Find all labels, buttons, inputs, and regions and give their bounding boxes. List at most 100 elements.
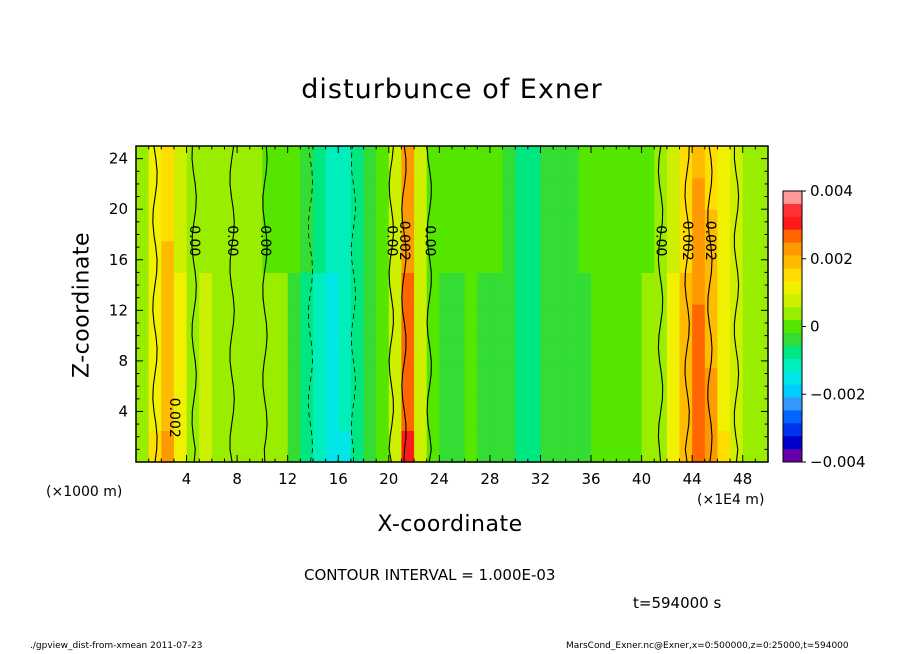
heatmap-cell	[502, 272, 516, 305]
heatmap-cell	[275, 398, 289, 431]
heatmap-cell	[641, 240, 655, 273]
heatmap-cell	[287, 335, 301, 368]
heatmap-cell	[717, 430, 731, 463]
heatmap-cell	[338, 304, 352, 337]
heatmap-cell	[287, 398, 301, 431]
heatmap-cell	[237, 430, 251, 463]
heatmap-cell	[325, 430, 339, 463]
heatmap-cell	[325, 177, 339, 210]
heatmap-cell	[489, 367, 504, 400]
heatmap-cell	[376, 177, 390, 210]
heatmap-cell	[591, 146, 605, 179]
heatmap-cell	[452, 240, 466, 273]
heatmap-cell	[224, 272, 238, 305]
heatmap-cell	[666, 146, 681, 179]
colorbar-segment	[783, 358, 802, 373]
heatmap-cell	[742, 398, 756, 431]
y-tick-label: 20	[109, 200, 128, 218]
heatmap-cell	[350, 367, 365, 400]
heatmap-cell	[426, 272, 440, 305]
heatmap-cell	[755, 304, 769, 337]
heatmap-cell	[515, 430, 529, 463]
colorbar-segment	[783, 203, 802, 218]
heatmap-cell	[136, 177, 150, 210]
contour-label: 0.00	[653, 225, 669, 256]
heatmap-cell	[679, 177, 693, 210]
heatmap-cell	[161, 367, 175, 400]
heatmap-cell	[540, 398, 554, 431]
heatmap-cell	[578, 272, 592, 305]
heatmap-cell	[527, 304, 542, 337]
heatmap-cell	[540, 209, 554, 242]
colorbar-segment	[783, 397, 802, 411]
contour-line	[733, 145, 740, 463]
heatmap-cell	[287, 240, 301, 273]
heatmap-cell	[237, 209, 251, 242]
heatmap-cell	[363, 240, 377, 273]
heatmap-cell	[717, 240, 731, 273]
heatmap-cell	[275, 367, 289, 400]
x-tick-label: 12	[278, 470, 297, 488]
heatmap-cell	[211, 177, 226, 210]
heatmap-cell	[249, 209, 263, 242]
heatmap-cell	[717, 209, 731, 242]
heatmap-cell	[755, 177, 769, 210]
heatmap-cell	[237, 177, 251, 210]
heatmap-cell	[502, 430, 516, 463]
heatmap-cell	[692, 430, 706, 463]
heatmap-cell	[464, 430, 478, 463]
heatmap-cell	[641, 430, 655, 463]
heatmap-cell	[161, 335, 175, 368]
heatmap-cell	[578, 367, 592, 400]
heatmap-cell	[717, 398, 731, 431]
heatmap-cell	[591, 367, 605, 400]
heatmap-cell	[199, 367, 213, 400]
heatmap-cell	[730, 304, 744, 337]
heatmap-cell	[414, 240, 428, 273]
heatmap-cell	[287, 272, 301, 305]
heatmap-cell	[414, 367, 428, 400]
heatmap-cell	[312, 430, 327, 463]
heatmap-cell	[628, 398, 643, 431]
heatmap-cell	[325, 146, 339, 179]
heatmap-cell	[730, 430, 744, 463]
heatmap-cell	[679, 398, 693, 431]
colorbar-tick-label: −0.004	[810, 453, 866, 471]
x-axis-ticks: 4 8 12 16 20 24 28 32 36 40 44 48	[148, 146, 756, 488]
colorbar-segment	[783, 242, 802, 257]
heatmap-cell	[136, 304, 150, 337]
heatmap-cell	[540, 430, 554, 463]
heatmap-cell	[452, 209, 466, 242]
heatmap-cell	[578, 209, 592, 242]
heatmap-cell	[237, 335, 251, 368]
heatmap-cell	[325, 398, 339, 431]
heatmap-cell	[300, 398, 314, 431]
contour-label: 0.00	[224, 225, 240, 256]
heatmap-cell	[338, 335, 352, 368]
heatmap-cell	[755, 146, 769, 179]
heatmap-cell	[565, 335, 579, 368]
heatmap-cell	[452, 177, 466, 210]
heatmap-cell	[439, 240, 453, 273]
heatmap-cell	[363, 430, 377, 463]
heatmap-cell	[717, 272, 731, 305]
heatmap-cell	[717, 177, 731, 210]
heatmap-cell	[578, 335, 592, 368]
heatmap-cell	[553, 272, 567, 305]
contour-label: 0.002	[396, 221, 412, 261]
heatmap-cell	[338, 272, 352, 305]
heatmap-cell	[692, 146, 706, 179]
heatmap-cell	[148, 335, 162, 368]
heatmap-cell	[502, 335, 516, 368]
heatmap-cell	[452, 335, 466, 368]
heatmap-cell	[666, 367, 681, 400]
heatmap-cell	[704, 177, 719, 210]
heatmap-cell	[755, 335, 769, 368]
footer-command: ./gpview_dist-from-xmean 2011-07-23	[30, 641, 203, 651]
heatmap-cell	[515, 240, 529, 273]
time-label: t=594000 s	[633, 594, 722, 612]
heatmap-cell	[616, 398, 630, 431]
heatmap-cell	[148, 146, 162, 179]
heatmap-cell	[224, 430, 238, 463]
heatmap-cell	[477, 398, 491, 431]
